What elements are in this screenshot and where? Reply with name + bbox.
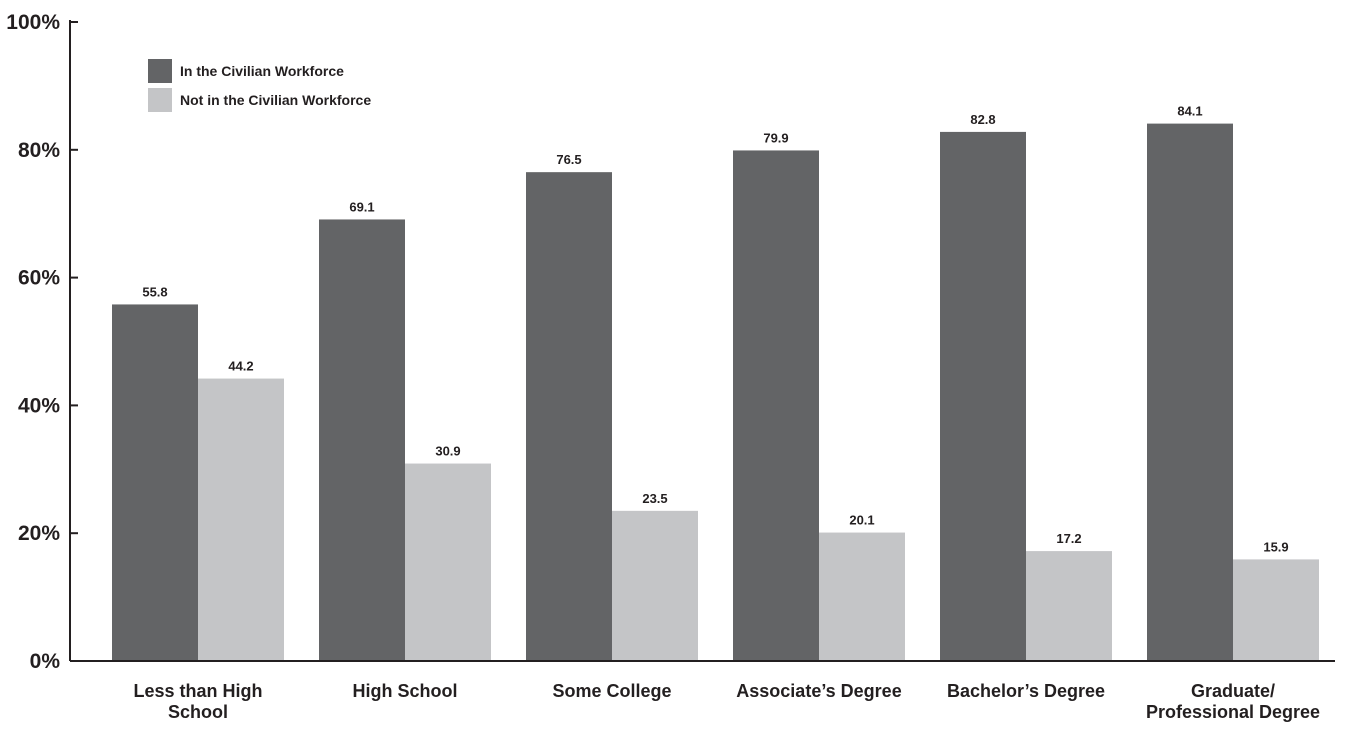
x-tick-label: Bachelor’s Degree <box>947 681 1105 701</box>
data-label: 15.9 <box>1263 539 1288 554</box>
y-tick-label: 0% <box>30 650 61 673</box>
bar-in-workforce <box>526 172 612 662</box>
bar-in-workforce <box>112 304 198 661</box>
data-label: 44.2 <box>228 359 253 374</box>
legend-label: In the Civilian Workforce <box>180 63 344 79</box>
bar-not-in-workforce <box>198 378 284 661</box>
y-tick-label: 100% <box>6 11 60 34</box>
bar-not-in-workforce <box>612 510 698 661</box>
bar-not-in-workforce <box>405 463 491 661</box>
data-label: 82.8 <box>970 112 995 127</box>
data-label: 17.2 <box>1056 531 1081 546</box>
bar-in-workforce <box>319 219 405 662</box>
data-label: 20.1 <box>849 513 874 528</box>
legend: In the Civilian Workforce Not in the Civi… <box>148 59 371 112</box>
bar-in-workforce <box>1147 123 1233 661</box>
y-tick-label: 60% <box>18 267 60 290</box>
data-label: 69.1 <box>349 199 374 214</box>
legend-swatch <box>148 59 172 83</box>
x-tick-label: Graduate/ <box>1191 681 1275 701</box>
data-label: 79.9 <box>763 130 788 145</box>
legend-label: Not in the Civilian Workforce <box>180 92 371 108</box>
x-tick-label: School <box>168 702 228 722</box>
data-label: 55.8 <box>142 284 167 299</box>
bar-not-in-workforce <box>1026 551 1112 661</box>
bar-in-workforce <box>733 150 819 661</box>
y-axis: 0% 20% 40% 60% 80% 100% <box>6 11 78 673</box>
y-tick-label: 80% <box>18 139 60 162</box>
bar-not-in-workforce <box>819 532 905 661</box>
x-tick-label: Less than High <box>133 681 262 701</box>
data-label: 76.5 <box>556 152 581 167</box>
bar-in-workforce <box>940 131 1026 661</box>
x-tick-label: Associate’s Degree <box>736 681 901 701</box>
bar-group <box>112 123 1319 662</box>
data-labels: 55.8 69.1 76.5 79.9 82.8 84.1 44.2 30.9 23.5 20.1… <box>142 104 1288 555</box>
y-tick-label: 20% <box>18 522 60 545</box>
x-tick-label: Some College <box>552 681 671 701</box>
x-tick-label: Professional Degree <box>1146 702 1320 722</box>
y-tick-label: 40% <box>18 394 60 417</box>
data-label: 84.1 <box>1177 104 1202 119</box>
legend-swatch <box>148 88 172 112</box>
x-tick-label: High School <box>353 681 458 701</box>
bar-not-in-workforce <box>1233 559 1319 661</box>
data-label: 23.5 <box>642 491 667 506</box>
data-label: 30.9 <box>435 444 460 459</box>
